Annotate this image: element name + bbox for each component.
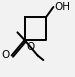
Text: O: O (1, 50, 10, 60)
Text: OH: OH (54, 2, 70, 12)
Text: O: O (26, 42, 34, 52)
